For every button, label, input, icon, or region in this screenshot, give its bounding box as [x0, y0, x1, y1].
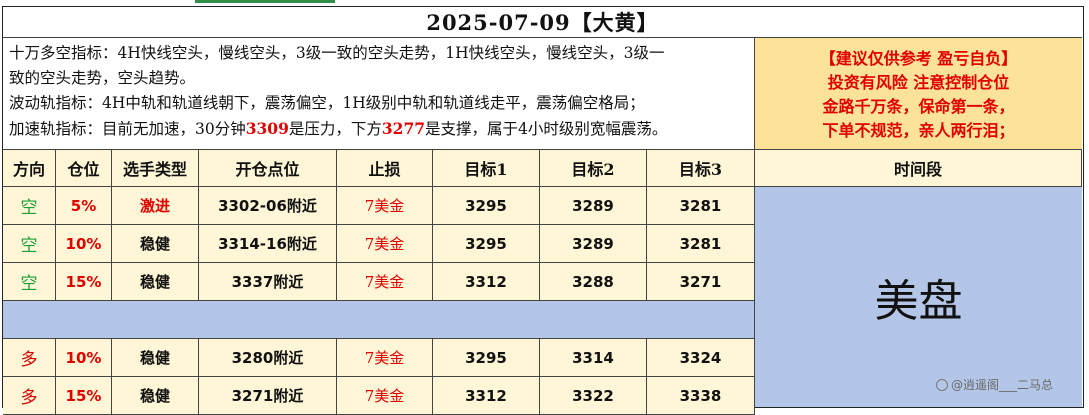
cell-entry: 3271附近 — [199, 377, 337, 415]
note-text: 是支撑，属于4小时级别宽幅震荡。 — [425, 120, 668, 138]
cell-target-2: 3314 — [540, 339, 647, 377]
cell-target-3: 3281 — [647, 187, 755, 225]
cell-entry: 3302-06附近 — [199, 187, 337, 225]
cell-target-2: 3289 — [540, 225, 647, 263]
cell-direction: 空 — [3, 187, 56, 225]
separator-row — [3, 301, 755, 339]
cell-position: 10% — [56, 339, 112, 377]
watermark-text: @逍遥阁___二马总 — [951, 378, 1054, 392]
key-level: 3309 — [245, 119, 289, 138]
header-direction: 方向 — [3, 150, 56, 187]
note-text: 波动轨指标：4H中轨和轨道线朝下，震荡偏空，1H级别中轨和轨道线走平，震荡偏空格… — [9, 94, 645, 112]
cell-direction: 空 — [3, 225, 56, 263]
header-target-2: 目标2 — [540, 150, 647, 187]
cell-trader-type: 稳健 — [112, 225, 199, 263]
cell-stop-loss: 7美金 — [337, 339, 433, 377]
warning-line: 金路千万条，保命第一条， — [822, 97, 1015, 116]
header-target-3: 目标3 — [647, 150, 755, 187]
cell-trader-type: 稳健 — [112, 377, 199, 415]
header-entry: 开仓点位 — [199, 150, 337, 187]
warning-line: 投资有风险 注意控制仓位 — [827, 73, 1010, 92]
risk-warning: 【建议仅供参考 盈亏自负】 投资有风险 注意控制仓位 金路千万条，保命第一条， 下单不… — [755, 38, 1082, 150]
cell-trader-type: 稳健 — [112, 339, 199, 377]
cell-position: 5% — [56, 187, 112, 225]
cell-target-2: 3289 — [540, 187, 647, 225]
header-stop-loss: 止损 — [337, 150, 433, 187]
cell-target-3: 3271 — [647, 263, 755, 301]
cell-position: 10% — [56, 225, 112, 263]
warning-line: 【建议仅供参考 盈亏自负】 — [819, 49, 1018, 68]
note-text: 十万多空指标：4H快线空头，慢线空头，3级一致的空头走势，1H快线空头，慢线空头… — [9, 44, 665, 62]
indicator-notes: 十万多空指标：4H快线空头，慢线空头，3级一致的空头走势，1H快线空头，慢线空头… — [3, 38, 755, 150]
note-line: 致的空头走势，空头趋势。 — [9, 66, 748, 91]
header-session: 时间段 — [755, 150, 1082, 187]
cell-trader-type: 稳健 — [112, 263, 199, 301]
session-cell: 美盘 — [755, 187, 1082, 407]
cell-target-2: 3322 — [540, 377, 647, 415]
cell-position: 15% — [56, 377, 112, 415]
cell-target-3: 3324 — [647, 339, 755, 377]
cell-target-1: 3295 — [433, 187, 540, 225]
cell-entry: 3314-16附近 — [199, 225, 337, 263]
note-text: 致的空头走势，空头趋势。 — [9, 69, 196, 87]
cell-target-3: 3281 — [647, 225, 755, 263]
cell-stop-loss: 7美金 — [337, 377, 433, 415]
cell-stop-loss: 7美金 — [337, 263, 433, 301]
note-line: 加速轨指标：目前无加速，30分钟3309是压力，下方3277是支撑，属于4小时级… — [9, 116, 748, 142]
trading-plan-sheet: 2025-07-09【大黄】 十万多空指标：4H快线空头，慢线空头，3级一致的空… — [2, 6, 1084, 415]
cell-target-1: 3312 — [433, 263, 540, 301]
cell-position: 15% — [56, 263, 112, 301]
cell-direction: 多 — [3, 339, 56, 377]
cell-target-2: 3288 — [540, 263, 647, 301]
sheet-title: 2025-07-09【大黄】 — [3, 7, 1082, 38]
cell-trader-type: 激进 — [112, 187, 199, 225]
cell-direction: 多 — [3, 377, 56, 415]
key-level: 3277 — [381, 119, 426, 138]
warning-line: 下单不规范，亲人两行泪； — [822, 121, 1015, 140]
header-position: 仓位 — [56, 150, 112, 187]
cell-target-3: 3338 — [647, 377, 755, 415]
cell-stop-loss: 7美金 — [337, 225, 433, 263]
green-strip — [195, 0, 335, 3]
cell-target-1: 3295 — [433, 225, 540, 263]
top-edge — [0, 0, 1089, 6]
header-target-1: 目标1 — [433, 150, 540, 187]
weibo-logo-icon — [936, 379, 948, 391]
cell-entry: 3337附近 — [199, 263, 337, 301]
note-line: 波动轨指标：4H中轨和轨道线朝下，震荡偏空，1H级别中轨和轨道线走平，震荡偏空格… — [9, 91, 748, 116]
cell-target-1: 3295 — [433, 339, 540, 377]
note-line: 十万多空指标：4H快线空头，慢线空头，3级一致的空头走势，1H快线空头，慢线空头… — [9, 41, 748, 66]
note-text: 是压力，下方 — [288, 120, 382, 138]
header-trader-type: 选手类型 — [112, 150, 199, 187]
cell-stop-loss: 7美金 — [337, 187, 433, 225]
cell-entry: 3280附近 — [199, 339, 337, 377]
note-text: 加速轨指标：目前无加速，30分钟 — [9, 120, 246, 138]
cell-target-1: 3312 — [433, 377, 540, 415]
cell-direction: 空 — [3, 263, 56, 301]
watermark: @逍遥阁___二马总 — [936, 376, 1053, 393]
